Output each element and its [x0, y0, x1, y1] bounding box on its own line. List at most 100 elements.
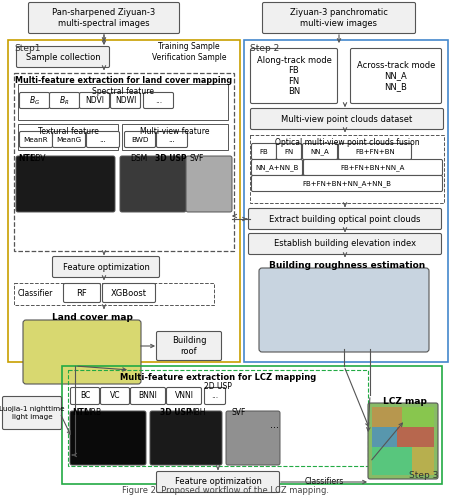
Text: Step1: Step1	[14, 44, 41, 53]
Bar	[244, 40, 447, 362]
FancyBboxPatch shape	[19, 92, 50, 108]
FancyBboxPatch shape	[226, 411, 279, 465]
FancyBboxPatch shape	[258, 268, 428, 352]
Text: Multi-feature extraction for LCZ mapping: Multi-feature extraction for LCZ mapping	[120, 373, 315, 382]
FancyBboxPatch shape	[186, 156, 231, 212]
Text: FB: FB	[259, 148, 268, 154]
Text: ...: ...	[211, 392, 218, 400]
Text: Step 3: Step 3	[408, 471, 437, 480]
Text: BWD: BWD	[131, 136, 148, 142]
FancyBboxPatch shape	[100, 388, 129, 404]
Text: Multi-view feature: Multi-view feature	[140, 127, 209, 136]
Text: Optical multi-view point clouds fusion: Optical multi-view point clouds fusion	[274, 138, 419, 147]
Text: Land cover map: Land cover map	[52, 313, 133, 322]
FancyBboxPatch shape	[50, 92, 79, 108]
Text: Pan-sharpened Ziyuan-3
multi-spectral images: Pan-sharpened Ziyuan-3 multi-spectral im…	[52, 8, 155, 28]
Bar	[68, 370, 367, 466]
FancyBboxPatch shape	[79, 92, 109, 108]
FancyBboxPatch shape	[250, 48, 337, 104]
Text: BC: BC	[80, 392, 90, 400]
FancyBboxPatch shape	[63, 284, 100, 302]
Text: Establish building elevation index: Establish building elevation index	[273, 240, 415, 248]
Text: ...: ...	[155, 96, 162, 105]
FancyBboxPatch shape	[86, 132, 119, 148]
FancyBboxPatch shape	[70, 388, 99, 404]
Text: Extract building optical point clouds: Extract building optical point clouds	[269, 214, 420, 224]
Text: $B_R$: $B_R$	[59, 94, 69, 107]
Text: FB+FN+BN: FB+FN+BN	[354, 148, 394, 154]
Text: ...: ...	[168, 136, 175, 142]
Bar	[14, 73, 234, 251]
Text: Training Sample
Verification Sample: Training Sample Verification Sample	[152, 42, 226, 62]
Text: SVF: SVF	[231, 408, 246, 417]
FancyBboxPatch shape	[23, 320, 141, 384]
FancyBboxPatch shape	[52, 256, 159, 278]
Text: Building
roof: Building roof	[171, 336, 206, 355]
FancyBboxPatch shape	[251, 160, 302, 176]
FancyBboxPatch shape	[302, 144, 337, 160]
Text: Spectral feature: Spectral feature	[92, 87, 154, 96]
Text: NDVI: NDVI	[85, 96, 104, 105]
Text: MBH: MBH	[188, 408, 205, 417]
FancyBboxPatch shape	[124, 132, 155, 148]
Bar	[62, 366, 441, 484]
Text: Luojia-1 nighttime
light image: Luojia-1 nighttime light image	[0, 406, 64, 420]
Bar	[401, 407, 433, 427]
Text: Building roughness estimation: Building roughness estimation	[268, 261, 424, 270]
Text: Along-track mode
FB
FN
BN: Along-track mode FB FN BN	[256, 56, 331, 96]
FancyBboxPatch shape	[251, 144, 276, 160]
FancyBboxPatch shape	[204, 388, 225, 404]
Text: Classifier: Classifier	[18, 290, 53, 298]
Text: ...: ...	[269, 420, 278, 430]
FancyBboxPatch shape	[248, 208, 441, 230]
FancyBboxPatch shape	[367, 403, 437, 479]
Bar	[411, 447, 433, 475]
Text: DSM: DSM	[130, 154, 147, 163]
FancyBboxPatch shape	[28, 2, 179, 34]
Bar	[396, 427, 433, 447]
Text: Textural feature: Textural feature	[37, 127, 98, 136]
Text: VC: VC	[110, 392, 120, 400]
Text: NDWI: NDWI	[115, 96, 136, 105]
FancyBboxPatch shape	[350, 48, 441, 104]
Text: NN_A: NN_A	[310, 148, 329, 155]
FancyBboxPatch shape	[130, 388, 165, 404]
Text: ...: ...	[99, 136, 106, 142]
Text: MeanG: MeanG	[56, 136, 82, 142]
Text: 2D USP: 2D USP	[203, 382, 231, 391]
Text: $B_G$: $B_G$	[29, 94, 40, 107]
Text: NN_A+NN_B: NN_A+NN_B	[255, 164, 298, 171]
Text: SVF: SVF	[189, 154, 204, 163]
Text: 3D USP: 3D USP	[155, 154, 186, 163]
FancyBboxPatch shape	[102, 284, 155, 302]
Text: XGBoost: XGBoost	[111, 288, 147, 298]
Bar	[249, 135, 443, 203]
FancyBboxPatch shape	[19, 132, 52, 148]
FancyBboxPatch shape	[156, 132, 187, 148]
FancyBboxPatch shape	[166, 388, 201, 404]
Text: FN: FN	[284, 148, 293, 154]
Bar	[18, 84, 227, 120]
Bar	[8, 40, 239, 362]
Text: VNNI: VNNI	[174, 392, 193, 400]
Text: Feature optimization: Feature optimization	[62, 262, 149, 272]
FancyBboxPatch shape	[16, 156, 115, 212]
Text: RF: RF	[77, 288, 87, 298]
FancyBboxPatch shape	[303, 160, 442, 176]
Text: Classifiers: Classifiers	[304, 478, 344, 486]
FancyBboxPatch shape	[250, 108, 442, 130]
Text: Step 2: Step 2	[249, 44, 279, 53]
FancyBboxPatch shape	[110, 92, 140, 108]
Text: 3D USP: 3D USP	[160, 408, 191, 417]
FancyBboxPatch shape	[52, 132, 85, 148]
Text: Sample collection: Sample collection	[26, 52, 100, 62]
Text: Figure 2. Proposed workflow of the LCZ mapping.: Figure 2. Proposed workflow of the LCZ m…	[122, 486, 329, 495]
Text: LCZ map: LCZ map	[382, 397, 426, 406]
Text: MRB: MRB	[84, 408, 101, 417]
Text: RBV: RBV	[30, 154, 46, 163]
FancyBboxPatch shape	[248, 234, 441, 254]
Text: FB+FN+BN+NN_A: FB+FN+BN+NN_A	[340, 164, 404, 171]
FancyBboxPatch shape	[3, 396, 61, 430]
Text: NTL: NTL	[18, 154, 35, 163]
FancyBboxPatch shape	[338, 144, 410, 160]
